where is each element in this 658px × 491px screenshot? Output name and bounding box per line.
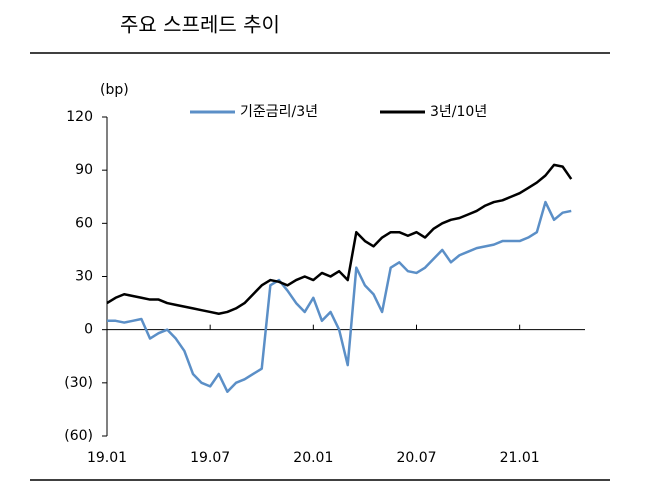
chart-title: 주요 스프레드 추이 bbox=[120, 13, 280, 37]
y-tick-label: 90 bbox=[75, 162, 93, 178]
series-line bbox=[106, 163, 573, 315]
x-tick-label: 21.01 bbox=[500, 450, 540, 466]
legend-label: 3년/10년 bbox=[430, 104, 487, 120]
y-tick-label: 30 bbox=[75, 269, 93, 285]
y-tick-label: 60 bbox=[75, 215, 93, 231]
y-tick-label: 120 bbox=[66, 109, 93, 125]
x-tick-label: 20.07 bbox=[396, 450, 436, 466]
y-tick-label: (60) bbox=[64, 428, 93, 444]
x-tick-label: 19.07 bbox=[190, 450, 230, 466]
y-axis-label: (bp) bbox=[100, 82, 129, 98]
y-tick-label: (30) bbox=[64, 375, 93, 391]
series-line bbox=[107, 200, 572, 393]
y-tick-label: 0 bbox=[84, 322, 93, 338]
legend-label: 기준금리/3년 bbox=[240, 104, 318, 120]
x-tick-label: 19.01 bbox=[87, 450, 127, 466]
x-tick-label: 20.01 bbox=[293, 450, 333, 466]
